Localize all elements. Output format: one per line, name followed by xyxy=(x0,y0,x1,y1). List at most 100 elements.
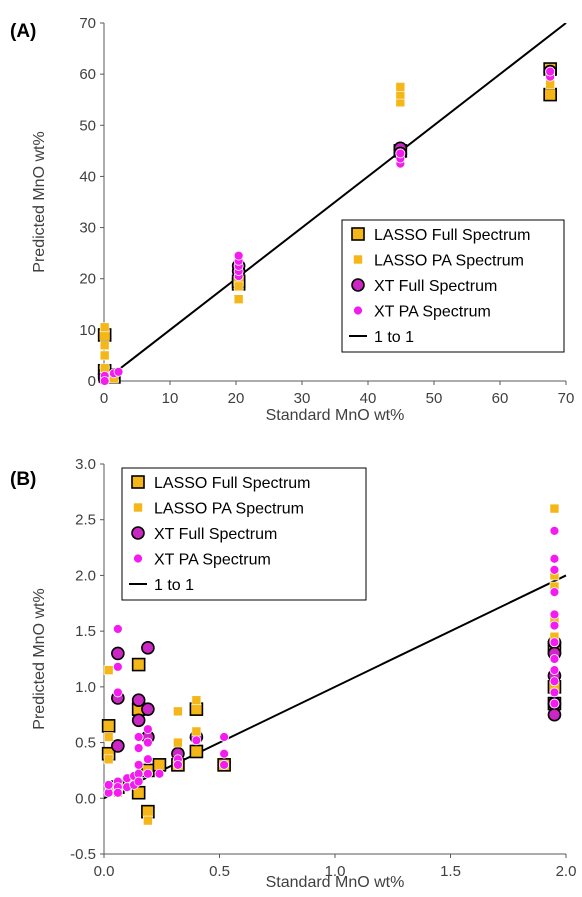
x-tick-label: 40 xyxy=(360,390,377,407)
data-point xyxy=(131,693,146,708)
data-point xyxy=(191,735,202,746)
y-axis-label: Predicted MnO wt% xyxy=(31,131,48,272)
data-point xyxy=(133,743,144,754)
data-point xyxy=(395,82,406,92)
legend-box xyxy=(341,219,565,353)
legend-label: 1 to 1 xyxy=(154,577,194,594)
series-lasso-full-spectrum xyxy=(101,641,562,819)
legend-box xyxy=(121,467,367,601)
y-tick-label: 30 xyxy=(79,220,96,237)
data-point xyxy=(99,350,110,361)
panel-label: (A) xyxy=(10,21,36,42)
legend-swatch xyxy=(353,254,363,265)
data-point xyxy=(133,732,144,742)
y-axis-label: Predicted MnO wt% xyxy=(31,588,48,729)
data-point xyxy=(173,706,183,717)
legend-swatch xyxy=(351,278,365,292)
data-point xyxy=(103,665,114,675)
data-point xyxy=(549,587,560,598)
legend-label: LASSO Full Spectrum xyxy=(374,227,531,244)
x-axis-label: Standard MnO wt% xyxy=(266,407,405,424)
y-tick-label: 0 xyxy=(88,373,96,390)
data-point xyxy=(189,744,204,759)
legend-label: XT PA Spectrum xyxy=(154,552,271,569)
data-point xyxy=(112,661,123,672)
y-tick-label: 10 xyxy=(79,322,96,339)
data-point xyxy=(173,759,183,770)
x-tick-label: 1.5 xyxy=(440,863,461,880)
data-point xyxy=(131,785,146,800)
x-tick-label: 70 xyxy=(558,390,575,407)
legend-label: 1 to 1 xyxy=(374,329,414,346)
data-point xyxy=(99,322,110,333)
x-tick-label: 60 xyxy=(492,390,509,407)
legend-label: XT PA Spectrum xyxy=(374,304,491,321)
y-tick-label: 2.0 xyxy=(75,567,96,584)
legend-swatch xyxy=(133,502,143,513)
legend-label: LASSO PA Spectrum xyxy=(374,253,524,270)
data-point xyxy=(191,695,202,706)
legend-label: XT Full Spectrum xyxy=(154,526,277,543)
data-point xyxy=(549,620,560,631)
x-tick-label: 0.0 xyxy=(94,863,115,880)
data-point xyxy=(142,754,153,765)
y-tick-label: 40 xyxy=(79,168,96,185)
data-point xyxy=(131,657,146,672)
data-point xyxy=(549,665,560,676)
data-point xyxy=(191,726,202,737)
x-axis-label: Standard MnO wt% xyxy=(266,874,405,891)
data-point xyxy=(173,737,183,748)
y-tick-label: -0.5 xyxy=(70,846,96,863)
data-point xyxy=(133,759,144,770)
x-tick-label: 0 xyxy=(100,390,108,407)
data-point xyxy=(101,719,116,733)
data-point xyxy=(142,724,153,735)
panel-label: (B) xyxy=(10,469,36,490)
series-xt-pa-spectrum xyxy=(99,66,556,386)
data-point xyxy=(547,707,562,722)
x-tick-label: 10 xyxy=(162,390,179,407)
data-point xyxy=(219,759,230,770)
data-point xyxy=(549,564,560,575)
y-tick-label: 0.0 xyxy=(75,790,96,807)
x-tick-label: 50 xyxy=(426,390,443,407)
data-point xyxy=(543,87,557,102)
legend-label: LASSO PA Spectrum xyxy=(154,501,304,518)
legend-swatch xyxy=(131,475,145,489)
data-point xyxy=(549,609,560,620)
data-point xyxy=(103,780,114,790)
y-tick-label: 1.5 xyxy=(75,623,96,640)
legend-swatch xyxy=(353,305,363,316)
data-point xyxy=(111,646,125,661)
data-point xyxy=(549,503,560,514)
x-tick-label: 2.0 xyxy=(556,863,577,880)
y-tick-label: 70 xyxy=(79,15,96,32)
data-point xyxy=(549,525,560,536)
y-tick-label: 20 xyxy=(79,271,96,288)
data-point xyxy=(111,739,125,753)
legend-label: LASSO Full Spectrum xyxy=(154,475,311,492)
data-point xyxy=(549,654,560,664)
data-point xyxy=(549,637,560,648)
y-tick-label: 50 xyxy=(79,117,96,134)
y-tick-label: 60 xyxy=(79,66,96,83)
x-tick-label: 0.5 xyxy=(209,863,230,880)
data-point xyxy=(142,768,153,779)
data-point xyxy=(154,768,165,779)
data-point xyxy=(549,698,560,709)
legend-label: XT Full Spectrum xyxy=(374,278,497,295)
data-point xyxy=(233,250,244,261)
legend-swatch xyxy=(131,526,145,540)
series-lasso-pa-spectrum xyxy=(99,69,555,384)
data-point xyxy=(233,294,244,304)
data-point xyxy=(219,748,230,759)
data-point xyxy=(545,66,556,77)
data-point xyxy=(131,713,146,728)
data-point xyxy=(133,776,144,787)
legend-swatch xyxy=(351,227,365,241)
data-point xyxy=(142,737,153,748)
data-point xyxy=(233,281,244,292)
legend-swatch xyxy=(133,553,143,564)
data-point xyxy=(113,366,124,377)
